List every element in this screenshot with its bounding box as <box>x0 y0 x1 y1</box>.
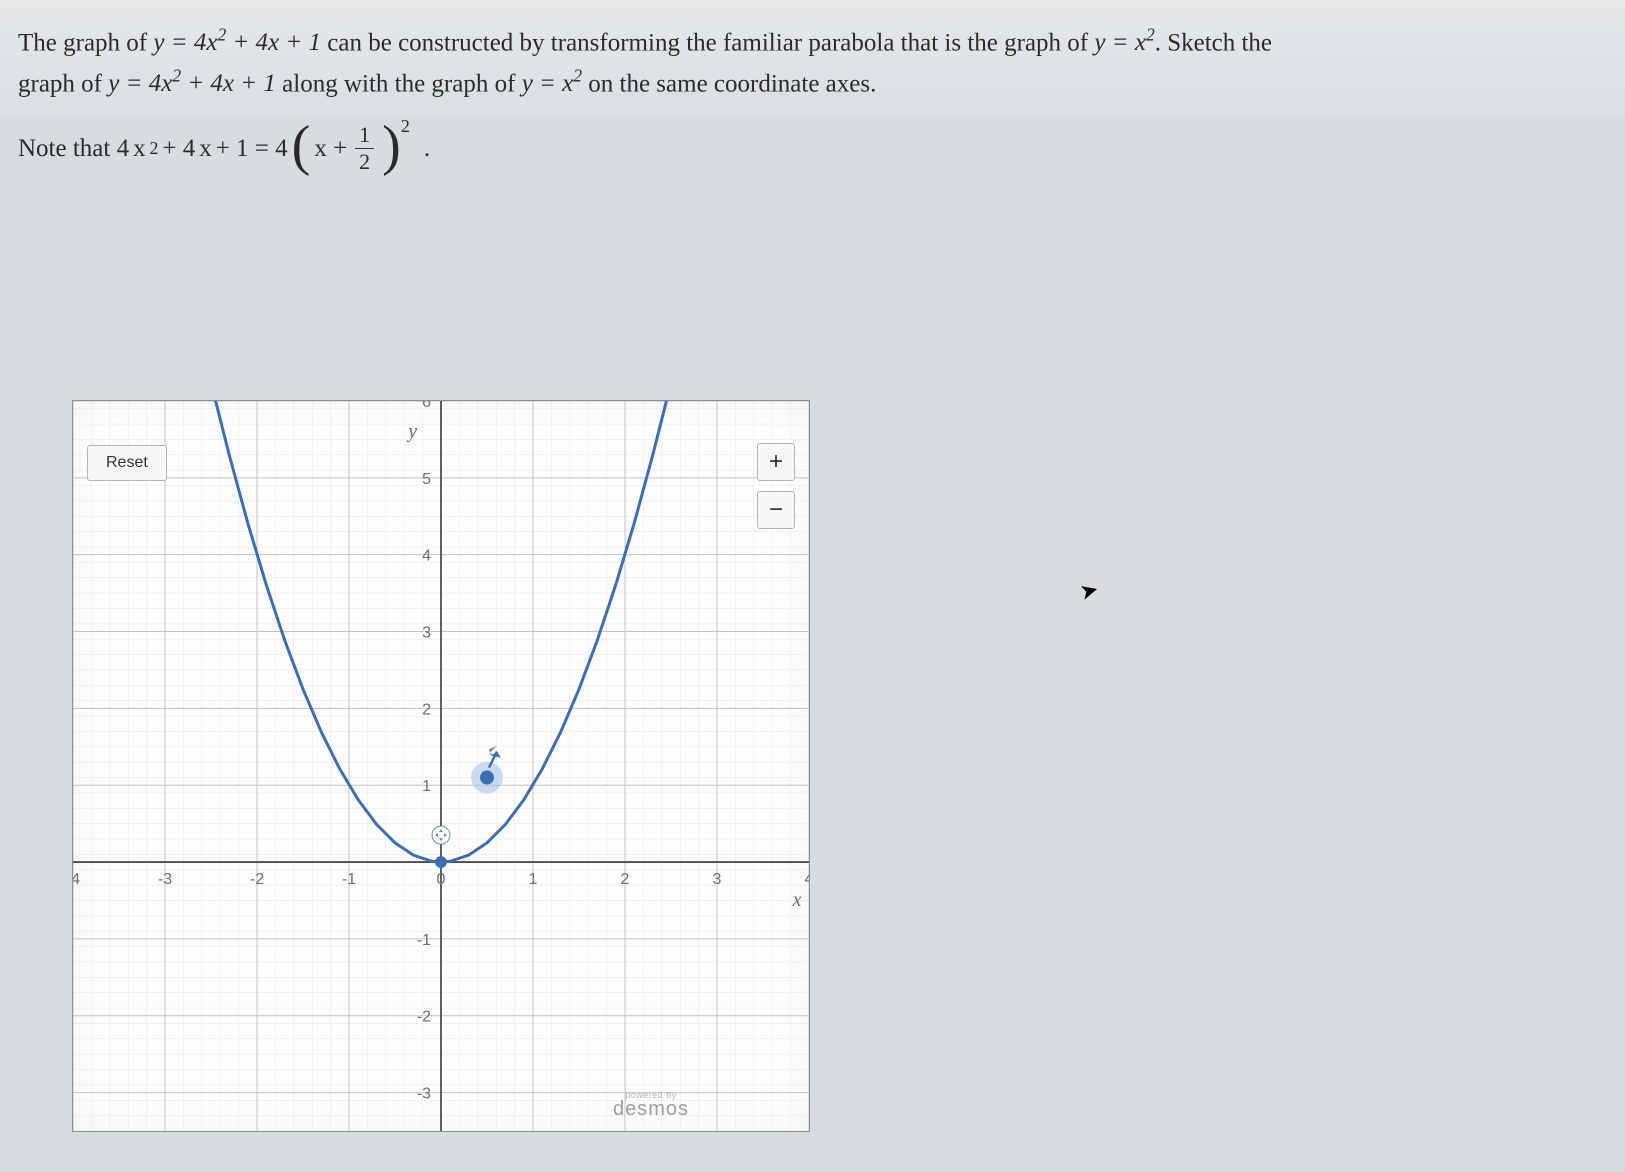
svg-text:4: 4 <box>805 871 809 888</box>
svg-text:-2: -2 <box>250 871 264 888</box>
note-text: Note that 4x2 + 4x + 1 = 4(x + 12)2. <box>0 114 1625 201</box>
zoom-in-button[interactable]: + <box>757 443 795 481</box>
svg-text:3: 3 <box>422 625 431 642</box>
svg-text:-3: -3 <box>417 1086 431 1103</box>
svg-text:-1: -1 <box>417 932 431 949</box>
svg-text:2: 2 <box>621 871 630 888</box>
svg-text:0: 0 <box>437 871 446 888</box>
desmos-logo: powered by desmos <box>613 1090 689 1121</box>
svg-text:4: 4 <box>422 548 431 565</box>
svg-text:y: y <box>406 421 417 443</box>
text: can be constructed by transforming the f… <box>321 29 1094 56</box>
svg-text:3: 3 <box>713 871 722 888</box>
reset-button[interactable]: Reset <box>87 445 167 481</box>
svg-text:-2: -2 <box>417 1009 431 1026</box>
svg-text:1: 1 <box>422 778 431 795</box>
text: on the same coordinate axes. <box>582 70 876 97</box>
text: . Sketch the <box>1155 29 1272 56</box>
text: The graph of <box>18 29 153 56</box>
svg-text:x: x <box>792 889 802 911</box>
zoom-out-button[interactable]: − <box>757 491 795 529</box>
equation: y = 4x2 + 4x + 1 <box>153 29 321 56</box>
text: along with the graph of <box>276 70 522 97</box>
svg-text:-3: -3 <box>158 871 172 888</box>
equation: y = 4x2 + 4x + 1 <box>108 70 276 97</box>
graph-container[interactable]: Reset + − -4 -3 -2 -1 0 1 2 3 4 -3 -2 -1 1 2 3 4 5 6y x po… <box>72 400 810 1132</box>
coordinate-plane[interactable]: -4 -3 -2 -1 0 1 2 3 4 -3 -2 -1 1 2 3 4 5 6y x <box>73 401 809 1131</box>
equation: y = x2 <box>522 70 582 97</box>
problem-statement: The graph of y = 4x2 + 4x + 1 can be con… <box>0 0 1625 114</box>
svg-text:-1: -1 <box>342 871 356 888</box>
svg-text:6: 6 <box>422 401 431 411</box>
cursor-icon: ➤ <box>1077 576 1102 606</box>
equation: y = x2 <box>1094 29 1154 56</box>
text: graph of <box>18 70 108 97</box>
svg-text:2: 2 <box>422 701 431 718</box>
svg-text:5: 5 <box>422 471 431 488</box>
svg-text:-4: -4 <box>73 871 80 888</box>
svg-text:1: 1 <box>529 871 538 888</box>
